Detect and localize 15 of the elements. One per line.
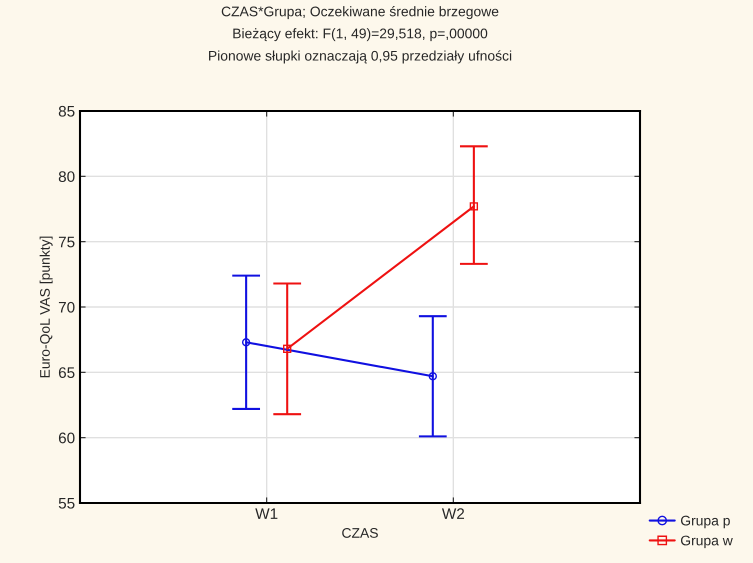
y-tick-label: 85 — [58, 106, 74, 117]
chart-subtitle: Bieżący efekt: F(1, 49)=29,518, p=,00000 Pionowe słupki oznaczają 0,95 przedziały ufności — [209, 28, 512, 64]
y-tick-label: 55 — [58, 498, 74, 509]
y-tick-label: 75 — [58, 236, 74, 248]
legend-label: Grupa p — [680, 516, 730, 528]
y-tick-label: 70 — [58, 302, 75, 313]
x-tick-label: W2 — [442, 508, 464, 519]
y-tick-label: 65 — [58, 367, 74, 378]
y-tick-label: 80 — [58, 171, 75, 182]
chart-title: CZAS*Grupa; Oczekiwane średnie brzegowe — [222, 6, 498, 20]
x-tick-label: W1 — [255, 508, 278, 519]
y-axis-title: Euro-QoL VAS [punkty] — [40, 236, 53, 378]
legend-label: Grupa w — [680, 536, 733, 548]
x-axis-title: CZAS — [342, 528, 378, 538]
y-tick-label: 60 — [58, 432, 75, 444]
